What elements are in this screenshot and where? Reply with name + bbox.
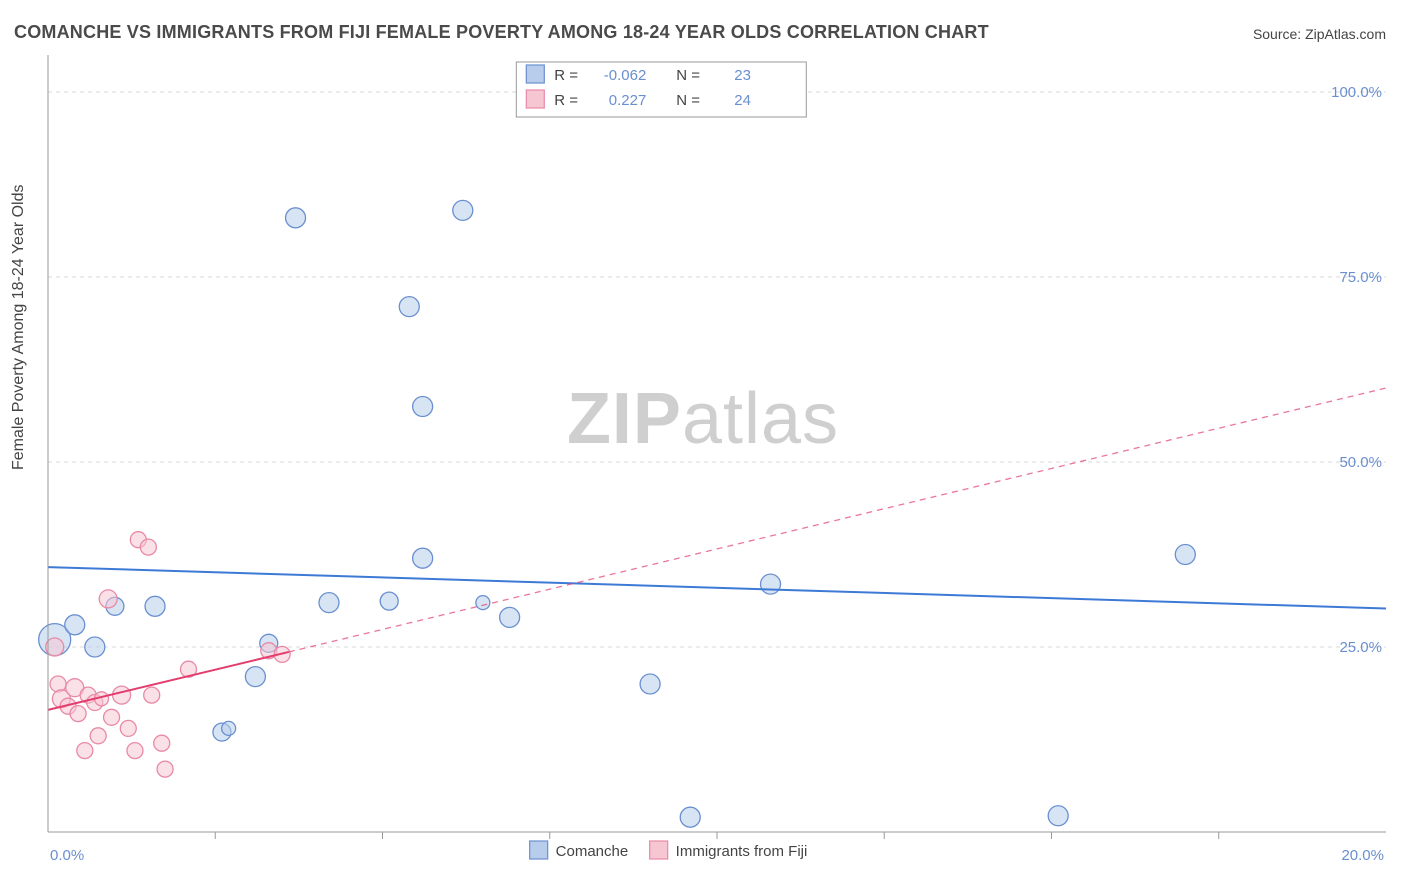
data-point [413,397,433,417]
data-point [65,615,85,635]
scatter-chart: 25.0% 50.0% 75.0% 100.0% 0.0% 20.0% R = -0.062 N… [0,0,1406,892]
data-point [761,574,781,594]
data-point [113,686,131,704]
data-point [380,592,398,610]
legend-swatch [650,841,668,859]
x-tick-label: 0.0% [50,847,84,864]
trend-line [48,567,1386,608]
data-point [70,706,86,722]
legend-n-value: 23 [734,67,751,84]
data-point [286,208,306,228]
data-point [413,548,433,568]
legend-n-label: N = [676,92,700,109]
data-point [90,728,106,744]
data-point [680,807,700,827]
data-point [140,539,156,555]
legend-label: Immigrants from Fiji [676,843,808,860]
data-point [1048,806,1068,826]
data-point [453,200,473,220]
data-point [157,761,173,777]
legend-swatch [526,65,544,83]
data-point [99,590,117,608]
data-point [120,720,136,736]
data-point [104,709,120,725]
data-point [85,637,105,657]
legend-n-label: N = [676,67,700,84]
legend-n-value: 24 [734,92,751,109]
legend-r-value: -0.062 [604,67,647,84]
y-tick-label: 100.0% [1331,84,1382,101]
data-point [144,687,160,703]
y-tick-label: 25.0% [1339,639,1382,656]
y-tick-label: 75.0% [1339,269,1382,286]
data-point [77,743,93,759]
data-point [222,721,236,735]
legend-label: Comanche [556,843,629,860]
trend-line-dashed [289,388,1386,652]
legend-r-label: R = [554,92,578,109]
data-point [640,674,660,694]
data-point [145,596,165,616]
legend-swatch [530,841,548,859]
data-point [1175,545,1195,565]
x-tick-label: 20.0% [1341,847,1384,864]
legend-r-label: R = [554,67,578,84]
data-point [399,297,419,317]
data-point [245,667,265,687]
y-tick-label: 50.0% [1339,454,1382,471]
data-point [319,593,339,613]
data-point [476,596,490,610]
data-point [500,607,520,627]
points-group [39,200,1196,827]
legend-swatch [526,90,544,108]
legend-r-value: 0.227 [609,92,647,109]
data-point [127,743,143,759]
data-point [154,735,170,751]
